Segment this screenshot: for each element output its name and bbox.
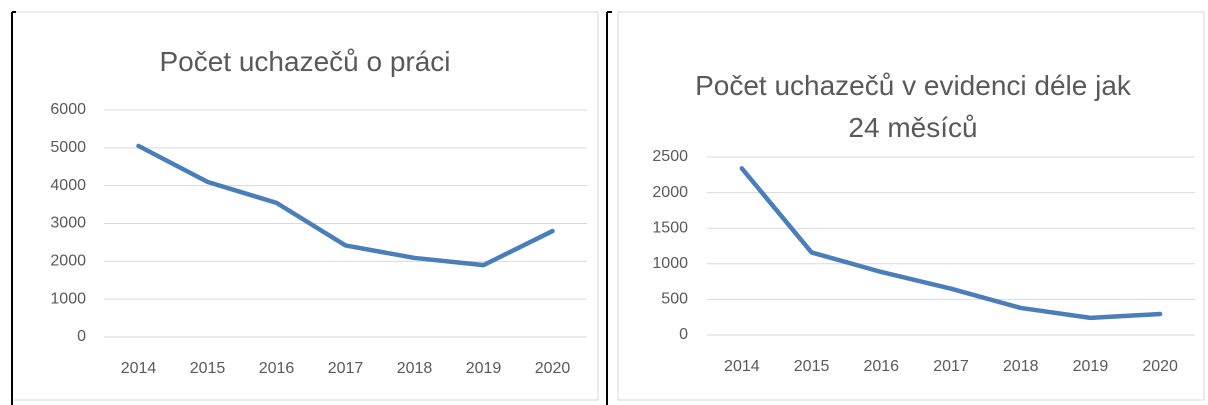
- x-tick-label: 2015: [190, 360, 226, 377]
- y-tick-label: 2000: [50, 253, 86, 270]
- chart-title: Počet uchazečů v evidenci déle jak 24 mě…: [695, 70, 1131, 143]
- y-tick-label: 0: [77, 328, 86, 345]
- chart-title: Počet uchazečů o práci: [159, 46, 451, 77]
- y-tick-label: 4000: [50, 177, 86, 194]
- x-tick-label: 2019: [1073, 358, 1109, 375]
- y-tick-label: 500: [661, 291, 688, 308]
- y-tick-label: 0: [679, 326, 688, 343]
- y-tick-label: 3000: [50, 215, 86, 232]
- y-tick-label: 1500: [652, 219, 688, 236]
- data-line: [136, 143, 555, 268]
- y-tick-label: 1000: [652, 255, 688, 272]
- x-tick-label: 2018: [1003, 358, 1039, 375]
- x-tick-label: 2017: [328, 360, 364, 377]
- y-tick-label: 1000: [50, 290, 86, 307]
- x-tick-label: 2019: [466, 360, 502, 377]
- chart-frame: [617, 11, 1205, 401]
- data-line: [739, 166, 1163, 321]
- x-tick-label: 2020: [1142, 358, 1178, 375]
- x-tick-label: 2014: [121, 360, 157, 377]
- x-tick-label: 2015: [794, 358, 830, 375]
- y-tick-label: 6000: [50, 101, 86, 118]
- y-tick-label: 5000: [50, 139, 86, 156]
- y-tick-label: 2500: [652, 148, 688, 165]
- x-tick-label: 2014: [724, 358, 760, 375]
- x-tick-label: 2016: [259, 360, 295, 377]
- x-tick-label: 2020: [535, 360, 571, 377]
- x-tick-label: 2016: [863, 358, 899, 375]
- y-tick-label: 2000: [652, 184, 688, 201]
- x-tick-label: 2017: [933, 358, 969, 375]
- x-tick-label: 2018: [397, 360, 433, 377]
